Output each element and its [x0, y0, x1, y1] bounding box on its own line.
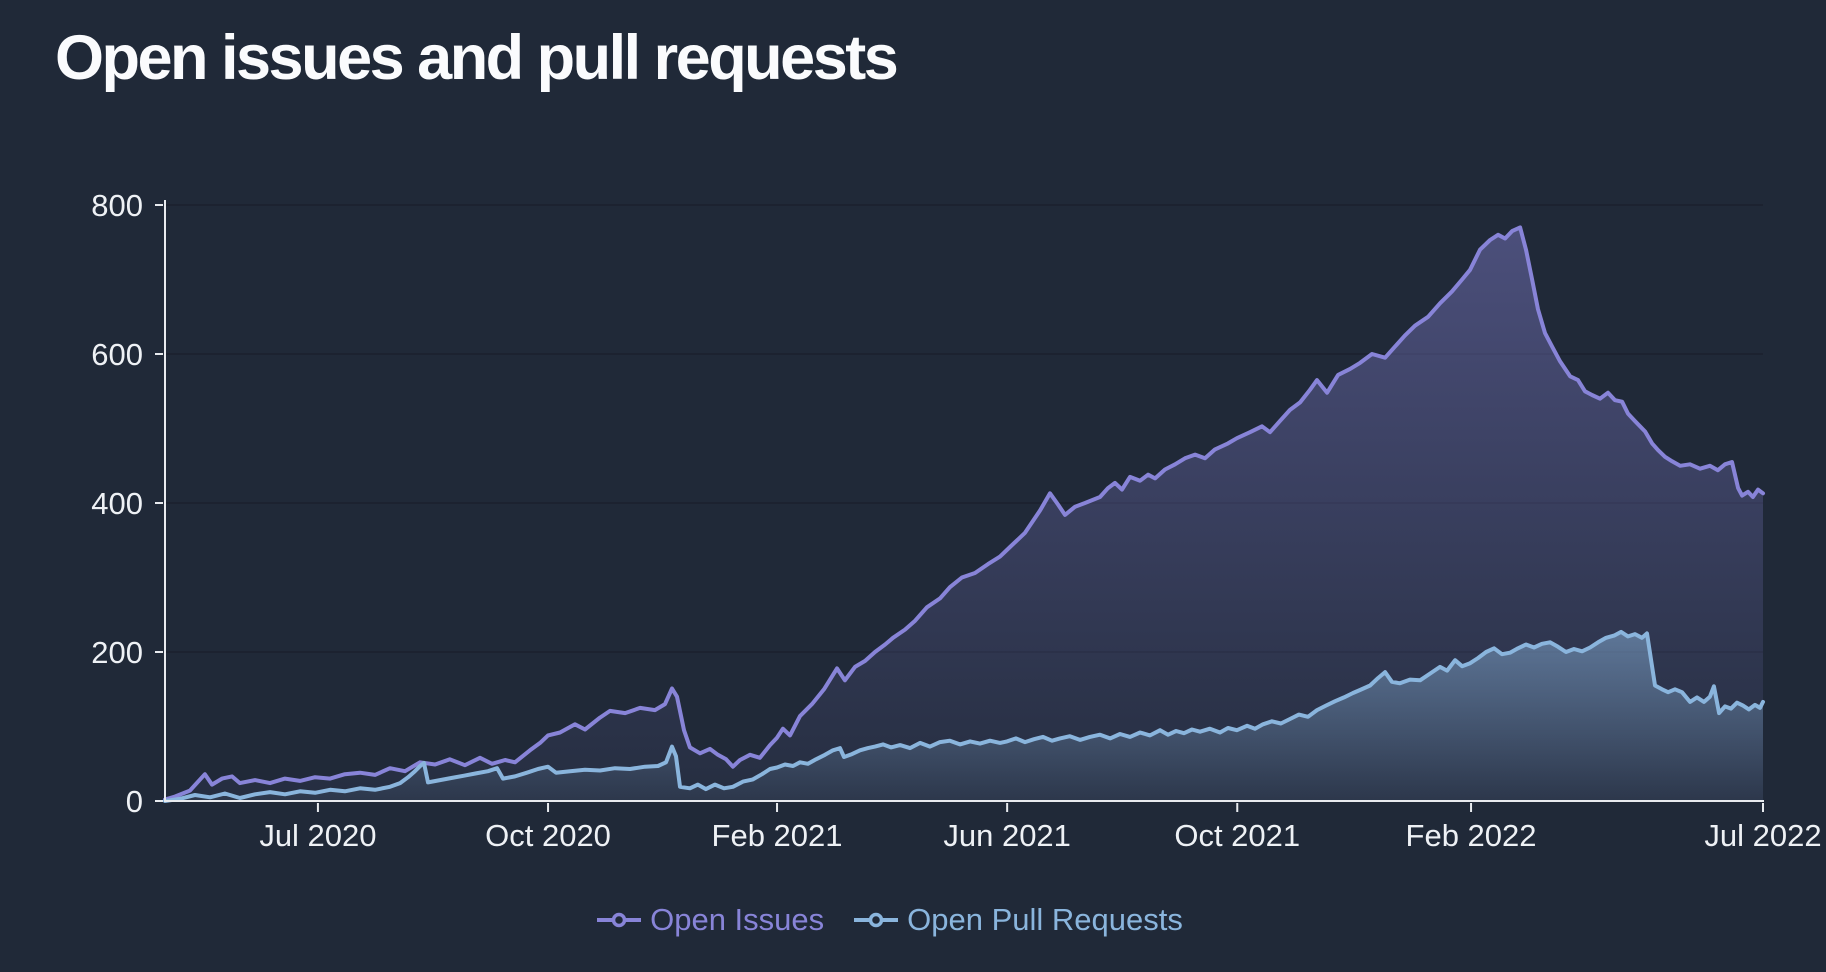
open-pull-requests-line	[163, 629, 1765, 803]
x-axis-label: Feb 2022	[1406, 818, 1537, 853]
y-axis-label: 400	[91, 486, 143, 521]
x-axis-label: Jul 2020	[259, 818, 376, 853]
y-axis-label: 600	[91, 337, 143, 372]
y-axis-label: 200	[91, 635, 143, 670]
chart-legend: Open Issues Open Pull Requests	[0, 902, 1780, 938]
y-axis-label: 0	[126, 784, 143, 819]
x-axis-label: Jun 2021	[943, 818, 1071, 853]
legend-line-icon	[854, 912, 899, 928]
legend-line-icon	[597, 912, 642, 928]
legend-label: Open Issues	[650, 902, 825, 937]
open-pull-requests-area	[165, 631, 1763, 801]
legend-item-open-pull-requests[interactable]: Open Pull Requests	[854, 902, 1183, 938]
open-issues-line	[163, 225, 1765, 802]
x-axis-label: Oct 2020	[485, 818, 611, 853]
x-axis-label: Oct 2021	[1174, 818, 1300, 853]
x-axis-label: Jul 2022	[1704, 818, 1821, 853]
chart-title: Open issues and pull requests	[55, 23, 899, 93]
legend-item-open-issues[interactable]: Open Issues	[597, 902, 824, 938]
open-issues-area	[165, 227, 1763, 801]
x-axis-label: Feb 2021	[712, 818, 843, 853]
y-axis-label: 800	[91, 188, 143, 223]
legend-label: Open Pull Requests	[907, 902, 1183, 937]
